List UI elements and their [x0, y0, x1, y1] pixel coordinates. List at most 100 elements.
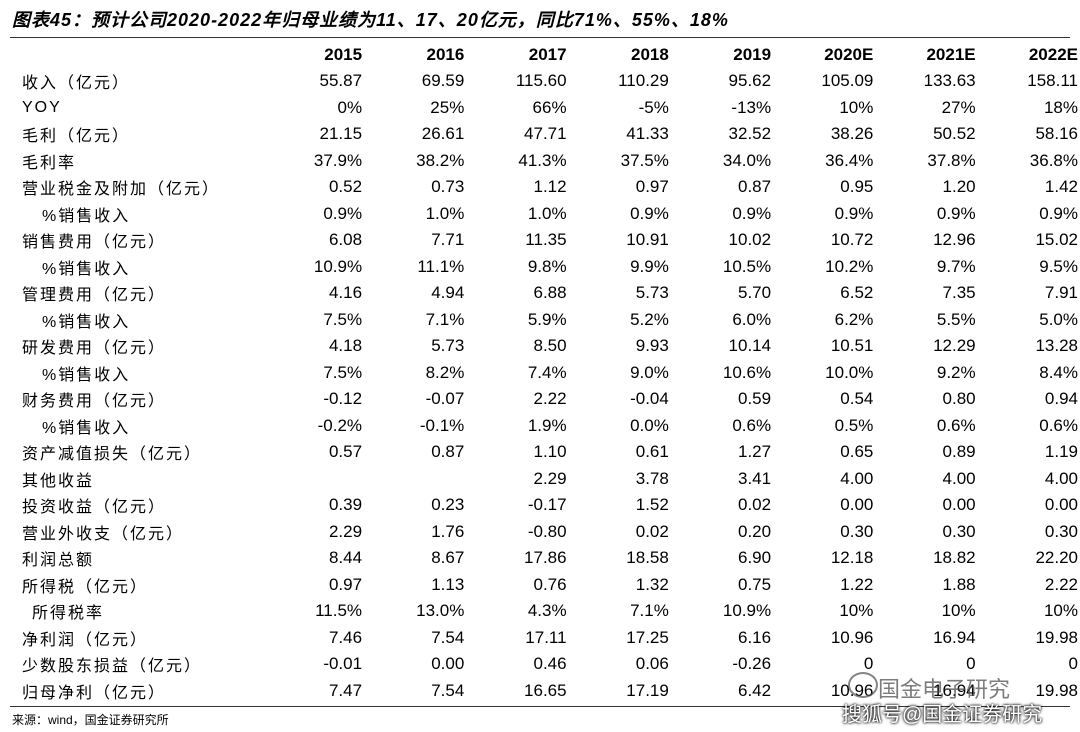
table-row: %销售收入 10.9% 11.1% 9.8% 9.9% 10.5% 10.2% 9.7% 9.5…: [10, 254, 1080, 281]
table-row: %销售收入 -0.2% -0.1% 1.9% 0.0% 0.6% 0.5% 0.6% 0.6%: [10, 413, 1080, 440]
cell: 10.9%: [313, 256, 363, 276]
cell: 0.9%: [630, 203, 669, 223]
cell: 158.11: [1027, 71, 1078, 91]
cell: 10%: [839, 97, 874, 117]
cell: -5%: [638, 97, 669, 117]
cell: 0.9%: [936, 203, 976, 223]
row-label: 归母净利（亿元）: [22, 684, 167, 702]
row-label: YOY: [22, 98, 62, 116]
cell: 7.5%: [323, 362, 363, 382]
cell: 1.12: [533, 177, 567, 197]
cell: 105.09: [821, 71, 874, 91]
header-row: 2015 2016 2017 2018 2019 2020E 2021E 2022E: [10, 41, 1080, 68]
table-row: 利润总额 8.44 8.67 17.86 18.58 6.90 12.18 18.82 22.2…: [10, 545, 1080, 572]
cell: 0%: [337, 97, 363, 117]
cell: 7.71: [431, 230, 465, 250]
table-row: 销售费用（亿元） 6.08 7.71 11.35 10.91 10.02 10.72 12.9…: [10, 227, 1080, 254]
cell: 0.94: [1044, 389, 1078, 409]
column-header: 2020E: [824, 44, 874, 64]
cell: 10.0%: [825, 362, 874, 382]
cell: 12.96: [933, 230, 976, 250]
cell: 5.73: [635, 283, 669, 303]
cell: 7.47: [328, 680, 363, 700]
column-header: 2018: [631, 44, 669, 64]
cell: 0.95: [840, 177, 874, 197]
cell: 10.91: [626, 230, 669, 250]
cell: 5.2%: [630, 309, 669, 329]
cell: 16.65: [524, 680, 567, 700]
cell: 1.42: [1044, 177, 1078, 197]
watermark-icon: [848, 672, 878, 698]
cell: 95.62: [728, 71, 772, 91]
cell: 0.65: [840, 442, 874, 462]
cell: 1.88: [942, 574, 976, 594]
cell: 10.02: [728, 230, 772, 250]
cell: 0.00: [942, 495, 976, 515]
cell: 0.57: [328, 442, 363, 462]
row-label: 研发费用（亿元）: [22, 340, 167, 358]
cell: 37.8%: [927, 150, 976, 170]
cell: 2.22: [1044, 574, 1078, 594]
cell: 0.61: [635, 442, 669, 462]
cell: 0.89: [942, 442, 976, 462]
cell: 1.27: [738, 442, 772, 462]
cell: 5.70: [738, 283, 772, 303]
cell: -0.17: [527, 495, 567, 515]
cell: 8.67: [431, 548, 465, 568]
cell: [262, 466, 364, 493]
cell: 0.0%: [630, 415, 669, 435]
row-label: 毛利率: [22, 154, 77, 172]
cell: 7.5%: [323, 309, 363, 329]
cell: 18.82: [933, 548, 976, 568]
cell: -0.01: [323, 654, 363, 674]
cell: 0.80: [942, 389, 976, 409]
column-header: 2016: [426, 44, 465, 64]
watermark: 国金电子研究: [878, 677, 1011, 702]
cell: 1.19: [1044, 442, 1078, 462]
cell: 2.29: [533, 468, 567, 488]
cell: 38.2%: [416, 150, 465, 170]
cell: 22.20: [1035, 548, 1078, 568]
cell: 19.98: [1035, 627, 1078, 647]
cell: 10.6%: [722, 362, 772, 382]
table-row: 投资收益（亿元） 0.39 0.23 -0.17 1.52 0.02 0.00 0.00 0.0…: [10, 492, 1080, 519]
table-row: %销售收入 0.9% 1.0% 1.0% 0.9% 0.9% 0.9% 0.9% 0.9%: [10, 201, 1080, 228]
row-label: 管理费用（亿元）: [22, 287, 167, 305]
cell: 5.0%: [1039, 309, 1078, 329]
cell: 12.18: [830, 548, 874, 568]
row-label: 利润总额: [22, 552, 95, 570]
cell: 0.23: [431, 495, 465, 515]
cell: 6.2%: [834, 309, 874, 329]
row-label: 销售费用（亿元）: [22, 234, 167, 252]
cell: 0: [863, 654, 874, 674]
cell: 0.9%: [323, 203, 363, 223]
cell: 37.9%: [313, 150, 363, 170]
row-label: 毛利（亿元）: [22, 128, 131, 146]
cell: 4.3%: [527, 601, 567, 621]
cell: 6.16: [738, 627, 772, 647]
cell: 10%: [941, 601, 976, 621]
cell: 58.16: [1035, 124, 1078, 144]
cell: 55.87: [319, 71, 363, 91]
row-label: 投资收益（亿元）: [22, 499, 167, 517]
cell: 6.0%: [732, 309, 772, 329]
cell: [364, 466, 466, 493]
row-label: 所得税（亿元）: [22, 578, 149, 596]
table-row: 资产减值损失（亿元） 0.57 0.87 1.10 0.61 1.27 0.65 0.89 1.…: [10, 439, 1080, 466]
cell: -0.1%: [419, 415, 465, 435]
cell: 50.52: [933, 124, 976, 144]
cell: -0.12: [323, 389, 363, 409]
cell: 4.18: [328, 336, 363, 356]
table-row: 其他收益 2.29 3.78 3.41 4.00 4.00 4.00: [10, 466, 1080, 493]
cell: 0.6%: [732, 415, 772, 435]
cell: 7.46: [328, 627, 363, 647]
rule: [10, 37, 1070, 38]
cell: 0.87: [738, 177, 772, 197]
cell: 0.9%: [834, 203, 874, 223]
watermark: 搜狐号@国金证券研究: [842, 704, 1043, 726]
cell: 27%: [941, 97, 976, 117]
column-header: 2019: [733, 44, 772, 64]
table-row: 净利润（亿元） 7.46 7.54 17.11 17.25 6.16 10.96 16.94 1…: [10, 625, 1080, 652]
row-label: %销售收入: [42, 207, 131, 225]
